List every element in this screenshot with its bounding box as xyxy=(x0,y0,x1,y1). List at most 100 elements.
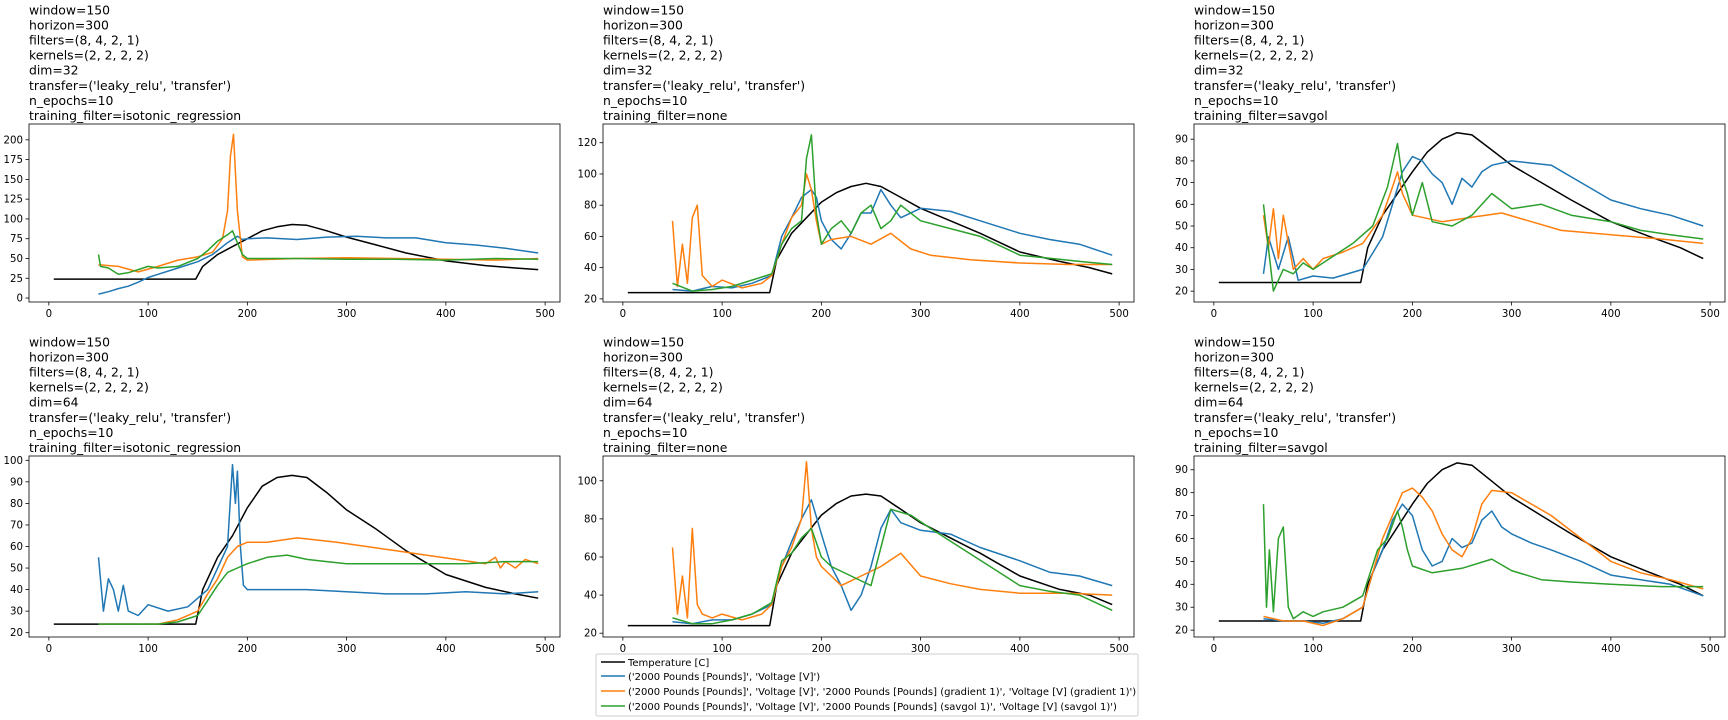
subplot-6-x-tick-label: 100 xyxy=(1303,644,1322,655)
subplot-4-x-tick-label: 200 xyxy=(238,644,257,655)
subplot-3-y-tick-label: 30 xyxy=(1175,265,1188,276)
subplot-1-y-tick-label: 125 xyxy=(4,195,23,206)
subplot-4-title-line: transfer=('leaky_relu', 'transfer') xyxy=(29,410,231,425)
subplot-2-title-line: dim=32 xyxy=(603,63,653,78)
subplot-2-y-tick-label: 40 xyxy=(584,263,597,274)
subplot-5-y-tick-label: 60 xyxy=(584,552,597,563)
subplot-5-axes-frame xyxy=(602,455,1135,638)
subplot-5-title-line: kernels=(2, 2, 2, 2) xyxy=(603,380,723,395)
subplot-1-series-4 xyxy=(97,230,539,276)
subplot-2-title-line: horizon=300 xyxy=(603,17,683,32)
subplot-1-x-tick-label: 100 xyxy=(138,309,157,320)
subplot-1-title-line: transfer=('leaky_relu', 'transfer') xyxy=(29,78,231,93)
subplot-4-title-line: horizon=300 xyxy=(29,349,109,364)
subplot-4-title-line: n_epochs=10 xyxy=(29,425,114,440)
legend-box xyxy=(595,653,1139,717)
subplot-2-series-2 xyxy=(672,188,1113,292)
subplot-1-series-3 xyxy=(98,133,539,273)
subplot-6-y-tick-label: 80 xyxy=(1175,488,1188,499)
subplot-1-axes-frame xyxy=(28,123,561,303)
subplot-4-x-tick-label: 500 xyxy=(535,644,554,655)
subplot-3-title-line: filters=(8, 4, 2, 1) xyxy=(1194,33,1305,48)
subplot-4-x-tick-label: 0 xyxy=(46,644,52,655)
subplot-4-series-3 xyxy=(98,537,539,625)
subplot-2-title-line: window=150 xyxy=(603,2,684,17)
subplot-3-x-tick-label: 0 xyxy=(1211,309,1217,320)
subplot-2-series-4 xyxy=(672,134,1113,292)
subplot-6-title-line: transfer=('leaky_relu', 'transfer') xyxy=(1194,410,1396,425)
subplot-2-x-tick-label: 0 xyxy=(620,309,626,320)
subplot-4-y-tick-label: 80 xyxy=(10,499,23,510)
subplot-2-x-tick-label: 500 xyxy=(1109,309,1128,320)
subplot-5-x-tick-label: 100 xyxy=(712,644,731,655)
subplot-3-y-tick-label: 80 xyxy=(1175,156,1188,167)
subplot-2-y-tick-label: 60 xyxy=(584,232,597,243)
subplot-3-x-tick-label: 200 xyxy=(1403,309,1422,320)
subplot-1-y-tick-label: 175 xyxy=(4,155,23,166)
subplot-2-series-3 xyxy=(671,173,1113,289)
subplot-1-title-line: training_filter=isotonic_regression xyxy=(29,108,241,123)
subplot-3-y-tick-label: 40 xyxy=(1175,243,1188,254)
subplot-1-y-tick-label: 50 xyxy=(10,254,23,265)
subplot-6-x-tick-label: 400 xyxy=(1601,644,1620,655)
subplot-3-series-4 xyxy=(1262,142,1704,292)
subplot-6-title-line: kernels=(2, 2, 2, 2) xyxy=(1194,380,1314,395)
subplot-5-x-tick-label: 0 xyxy=(620,644,626,655)
subplot-6-y-tick-label: 40 xyxy=(1175,580,1188,591)
subplot-2-title-line: filters=(8, 4, 2, 1) xyxy=(603,33,714,48)
subplot-2-y-tick-label: 120 xyxy=(578,138,597,149)
subplot-6-title-line: n_epochs=10 xyxy=(1194,425,1279,440)
subplot-5-y-tick-label: 40 xyxy=(584,591,597,602)
subplot-4-y-tick-label: 40 xyxy=(10,585,23,596)
legend-label-voltage: ('2000 Pounds [Pounds]', 'Voltage [V]') xyxy=(628,672,820,683)
subplot-3-series-2 xyxy=(1262,155,1704,282)
subplot-5-y-tick-label: 80 xyxy=(584,514,597,525)
subplot-4-x-tick-label: 100 xyxy=(138,644,157,655)
subplot-4-x-tick-label: 300 xyxy=(337,644,356,655)
subplot-3-x-tick-label: 500 xyxy=(1700,309,1719,320)
subplot-1-series-1 xyxy=(53,223,539,280)
subplot-6-title-line: filters=(8, 4, 2, 1) xyxy=(1194,365,1305,380)
subplot-6-series-3 xyxy=(1263,487,1704,627)
subplot-1-y-tick-label: 25 xyxy=(10,274,23,285)
subplot-1-title-line: kernels=(2, 2, 2, 2) xyxy=(29,48,149,63)
subplot-1-y-tick-label: 100 xyxy=(4,214,23,225)
legend: Temperature [C] ('2000 Pounds [Pounds]',… xyxy=(595,653,1139,717)
subplot-3-title-line: n_epochs=10 xyxy=(1194,93,1279,108)
subplot-6-y-tick-label: 50 xyxy=(1175,557,1188,568)
subplot-1-x-tick-label: 500 xyxy=(535,309,554,320)
subplot-3-title-line: kernels=(2, 2, 2, 2) xyxy=(1194,48,1314,63)
subplot-1-title-line: filters=(8, 4, 2, 1) xyxy=(29,33,140,48)
subplot-2-x-tick-label: 200 xyxy=(812,309,831,320)
subplot-4-title-line: training_filter=isotonic_regression xyxy=(29,440,241,455)
subplot-5-x-tick-label: 500 xyxy=(1109,644,1128,655)
subplot-2-x-tick-label: 100 xyxy=(712,309,731,320)
subplot-6-x-tick-label: 500 xyxy=(1700,644,1719,655)
subplot-4-y-tick-label: 70 xyxy=(10,520,23,531)
subplot-1-x-tick-label: 300 xyxy=(337,309,356,320)
subplot-4-y-tick-label: 100 xyxy=(4,456,23,467)
subplot-3-title-line: window=150 xyxy=(1194,2,1275,17)
subplot-5-title-line: transfer=('leaky_relu', 'transfer') xyxy=(603,410,805,425)
subplot-1-x-tick-label: 200 xyxy=(238,309,257,320)
subplot-3-title-line: training_filter=savgol xyxy=(1194,108,1328,123)
subplot-4-series-2 xyxy=(97,463,539,617)
subplot-1-x-tick-label: 0 xyxy=(46,309,52,320)
subplot-5-series-4 xyxy=(672,508,1113,625)
subplot-6-y-tick-label: 30 xyxy=(1175,603,1188,614)
subplot-4-title-line: window=150 xyxy=(29,334,110,349)
subplot-6-series-4 xyxy=(1262,504,1704,620)
subplot-1-y-tick-label: 75 xyxy=(10,234,23,245)
subplot-5-y-tick-label: 100 xyxy=(578,476,597,487)
subplot-5-y-tick-label: 20 xyxy=(584,629,597,640)
subplot-5-title-line: training_filter=none xyxy=(603,440,727,455)
subplot-6-x-tick-label: 300 xyxy=(1502,644,1521,655)
subplot-3-y-tick-label: 70 xyxy=(1175,178,1188,189)
subplot-4-y-tick-label: 50 xyxy=(10,564,23,575)
subplot-6-y-tick-label: 70 xyxy=(1175,511,1188,522)
subplot-6-y-tick-label: 60 xyxy=(1175,534,1188,545)
